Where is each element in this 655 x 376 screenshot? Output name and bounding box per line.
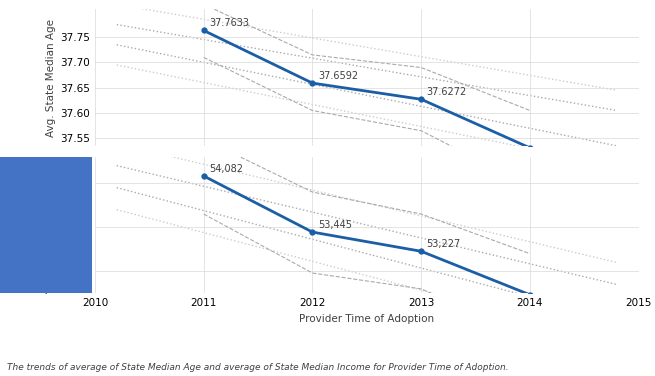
Text: 37.6592: 37.6592 xyxy=(318,71,358,81)
Y-axis label: Avg. State Median Age: Avg. State Median Age xyxy=(46,19,56,136)
Text: 37.6272: 37.6272 xyxy=(426,87,467,97)
Text: 52,733: 52,733 xyxy=(0,375,1,376)
Text: 54,082: 54,082 xyxy=(209,164,243,174)
Text: The trends of average of State Median Age and average of State Median Income for: The trends of average of State Median Ag… xyxy=(7,363,508,372)
X-axis label: Provider Time of Adoption: Provider Time of Adoption xyxy=(299,314,434,324)
Text: 37.5311: 37.5311 xyxy=(0,375,1,376)
Text: 53,227: 53,227 xyxy=(426,239,461,249)
Y-axis label: Avg. State Median Income: Avg. State Median Income xyxy=(40,157,50,293)
Text: 53,445: 53,445 xyxy=(318,220,352,230)
Text: 37.7633: 37.7633 xyxy=(209,18,249,29)
